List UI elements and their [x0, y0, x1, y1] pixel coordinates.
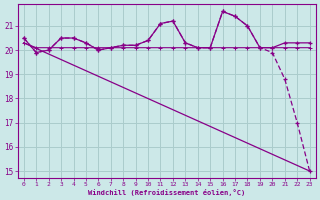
X-axis label: Windchill (Refroidissement éolien,°C): Windchill (Refroidissement éolien,°C) — [88, 189, 245, 196]
